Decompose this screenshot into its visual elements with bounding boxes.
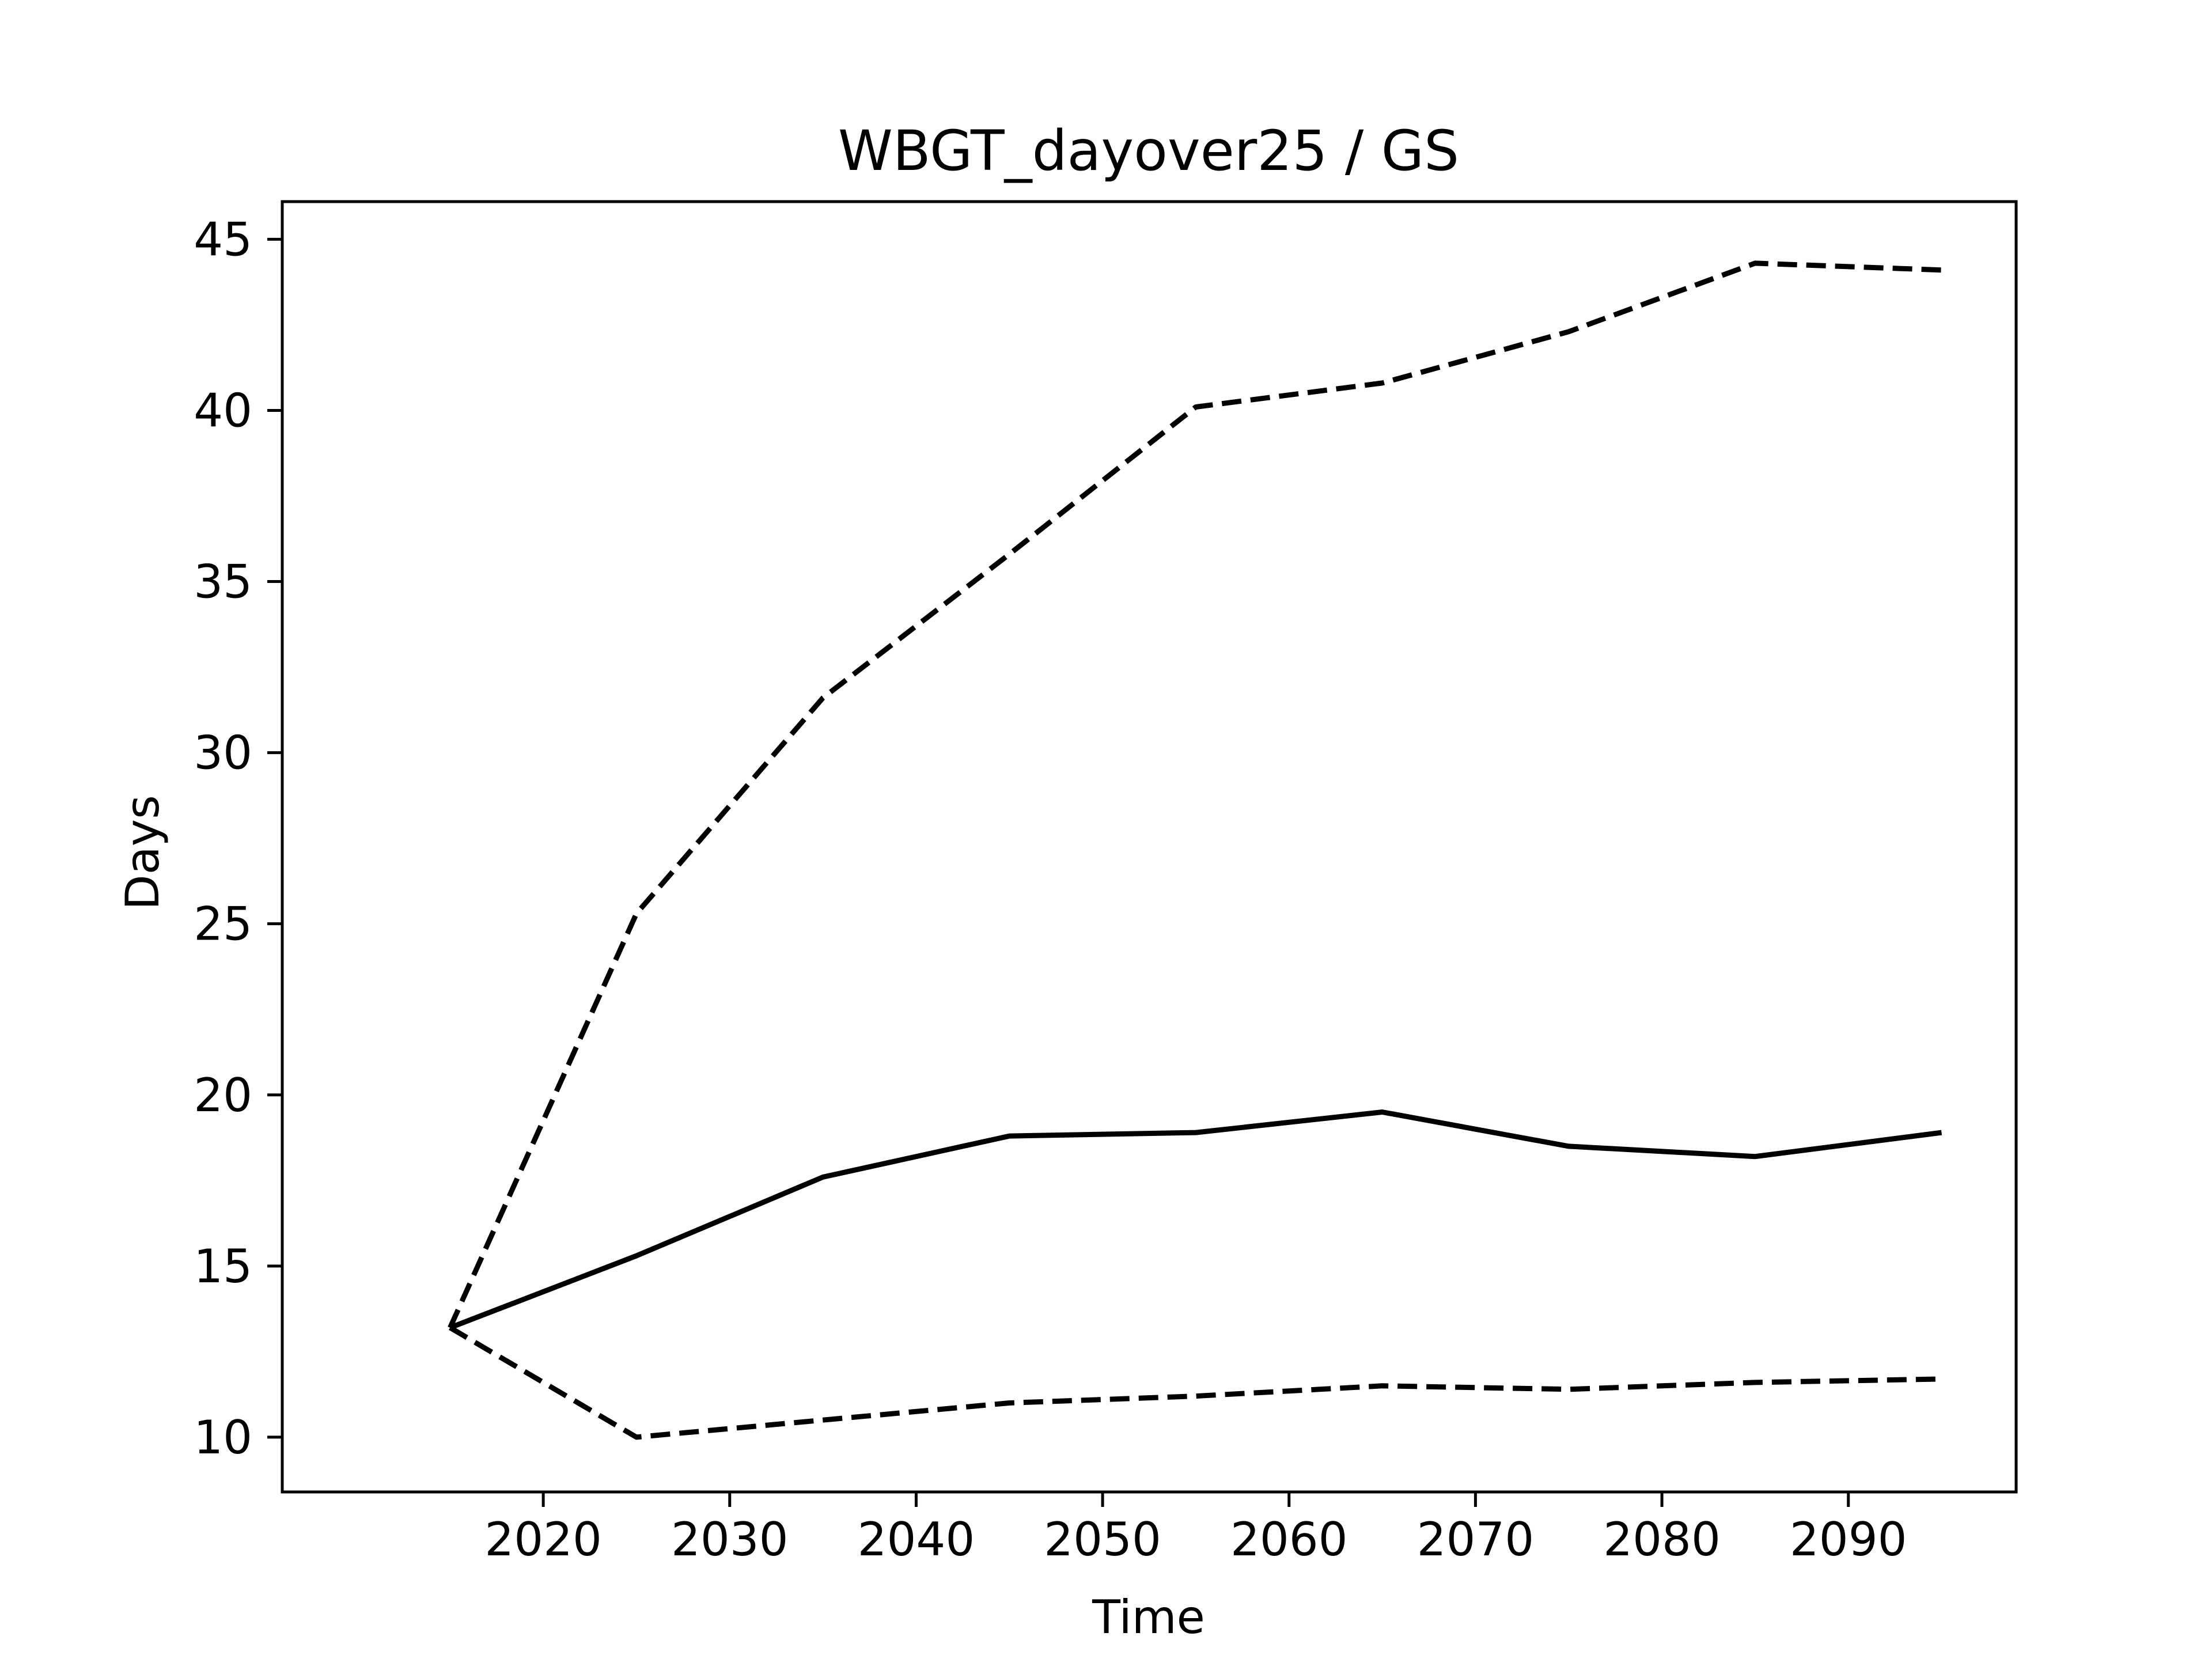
y-tick-label: 45 [194, 213, 252, 266]
series-line-lower-dashed [449, 1325, 1942, 1440]
x-axis-title: Time [1092, 1590, 1205, 1644]
x-tick-label: 2040 [858, 1513, 975, 1566]
chart-title: WBGT_dayover25 / GS [838, 119, 1459, 183]
y-tick-label: 35 [194, 555, 252, 609]
y-tick-label: 10 [194, 1411, 252, 1464]
x-tick-label: 2020 [484, 1513, 602, 1566]
y-tick-label: 30 [194, 726, 252, 780]
x-tick-label: 2030 [671, 1513, 789, 1566]
plot-frame [281, 200, 2018, 1494]
x-tick-label: 2090 [1790, 1513, 1907, 1566]
y-axis-title: Days [116, 795, 169, 910]
x-tick-label: 2060 [1230, 1513, 1348, 1566]
y-tick-label: 20 [194, 1069, 252, 1122]
y-tick-label: 15 [194, 1240, 252, 1293]
plot-marks [448, 260, 1942, 1440]
x-tick-label: 2050 [1044, 1513, 1161, 1566]
y-tick-label: 40 [194, 384, 252, 437]
x-tick-label: 2070 [1417, 1513, 1535, 1566]
y-tick-label: 25 [194, 897, 252, 951]
x-tick-label: 2080 [1603, 1513, 1721, 1566]
series-line-solid [449, 1109, 1942, 1330]
series-line-upper-dashed [448, 260, 1942, 1329]
